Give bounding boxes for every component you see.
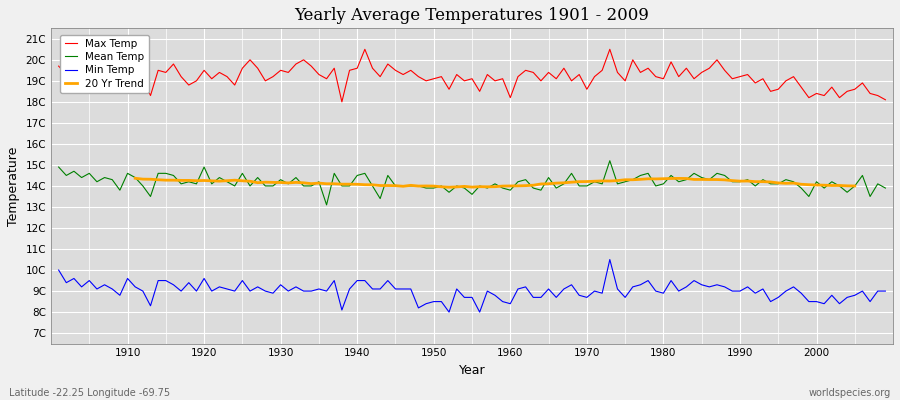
Max Temp [53,64,64,68]
Min Temp [605,257,616,262]
Min Temp [444,310,454,314]
Min Temp [880,289,891,294]
Mean Temp [337,184,347,188]
Min Temp [114,293,125,298]
X-axis label: Year: Year [459,364,485,377]
Min Temp [328,278,339,283]
Max Temp [359,47,370,52]
Max Temp [520,68,531,73]
20 Yr Trend [260,180,271,184]
Title: Yearly Average Temperatures 1901 - 2009: Yearly Average Temperatures 1901 - 2009 [294,7,650,24]
20 Yr Trend [643,176,653,181]
Mean Temp [513,179,524,184]
Mean Temp [605,158,616,163]
20 Yr Trend [673,176,684,181]
Mean Temp [612,182,623,186]
20 Yr Trend [444,185,454,190]
Max Temp [328,66,339,71]
Mean Temp [321,202,332,207]
Mean Temp [505,188,516,192]
Min Temp [283,289,293,294]
Line: Mean Temp: Mean Temp [58,161,886,205]
Line: Min Temp: Min Temp [58,260,886,312]
Max Temp [337,100,347,104]
20 Yr Trend [627,177,638,182]
Min Temp [513,286,524,291]
20 Yr Trend [666,176,677,181]
Min Temp [53,268,64,272]
Mean Temp [114,188,125,192]
20 Yr Trend [130,176,140,181]
Max Temp [612,70,623,75]
Text: worldspecies.org: worldspecies.org [809,388,891,398]
Min Temp [612,286,623,291]
Line: 20 Yr Trend: 20 Yr Trend [135,178,855,187]
Mean Temp [880,186,891,190]
Y-axis label: Temperature: Temperature [7,146,20,226]
Mean Temp [283,182,293,186]
Max Temp [283,70,293,75]
Mean Temp [53,165,64,170]
20 Yr Trend [160,178,171,182]
Text: Latitude -22.25 Longitude -69.75: Latitude -22.25 Longitude -69.75 [9,388,170,398]
Max Temp [114,89,125,94]
Line: Max Temp: Max Temp [58,49,886,102]
20 Yr Trend [850,184,860,188]
Legend: Max Temp, Mean Temp, Min Temp, 20 Yr Trend: Max Temp, Mean Temp, Min Temp, 20 Yr Tre… [60,35,148,93]
Min Temp [505,301,516,306]
Max Temp [880,97,891,102]
Max Temp [513,74,524,79]
